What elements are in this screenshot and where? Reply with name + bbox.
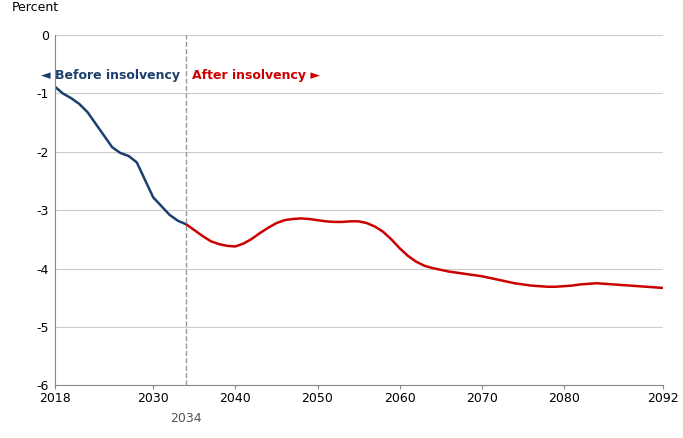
Text: Percent: Percent bbox=[12, 1, 59, 14]
Text: After insolvency ►: After insolvency ► bbox=[192, 69, 320, 82]
Text: 2034: 2034 bbox=[170, 412, 202, 425]
Text: ◄ Before insolvency: ◄ Before insolvency bbox=[41, 69, 180, 82]
